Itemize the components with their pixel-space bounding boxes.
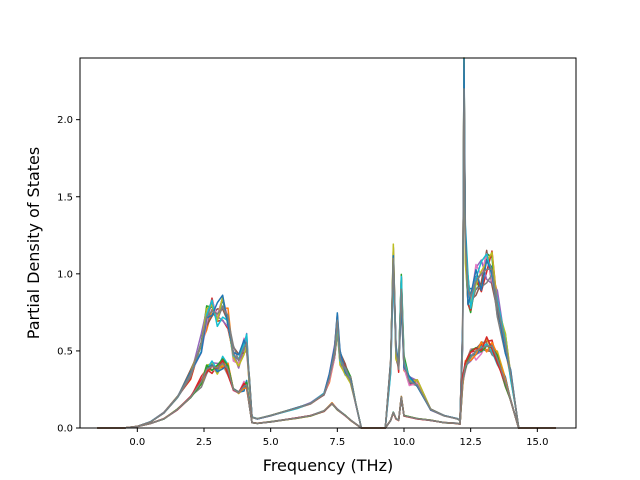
y-tick-label: 0.0 bbox=[57, 424, 73, 435]
x-axis-ticks: 0.0 2.5 5.0 7.5 10.0 12.5 15.0 bbox=[129, 428, 548, 448]
axes-background bbox=[80, 58, 576, 428]
series-layer bbox=[97, 57, 556, 429]
x-tick-label: 7.5 bbox=[329, 437, 345, 448]
pdos-series-line bbox=[97, 345, 556, 429]
x-axis-title: Frequency (THz) bbox=[263, 456, 393, 475]
x-tick-label: 10.0 bbox=[393, 437, 415, 448]
y-tick-label: 1.5 bbox=[57, 192, 73, 203]
plot-area bbox=[79, 57, 577, 429]
y-axis-title: Partial Density of States bbox=[24, 147, 43, 339]
axes-frame bbox=[79, 57, 577, 429]
y-tick-label: 2.0 bbox=[57, 115, 73, 126]
x-tick-label: 15.0 bbox=[526, 437, 548, 448]
y-axis-ticks: 0.0 0.5 1.0 1.5 2.0 bbox=[57, 115, 80, 435]
x-tick-label: 5.0 bbox=[263, 437, 279, 448]
pdos-series-line bbox=[97, 88, 556, 429]
y-tick-label: 0.5 bbox=[57, 346, 73, 357]
y-tick-label: 1.0 bbox=[57, 269, 73, 280]
x-tick-label: 0.0 bbox=[129, 437, 145, 448]
x-tick-label: 12.5 bbox=[460, 437, 482, 448]
x-tick-label: 2.5 bbox=[196, 437, 212, 448]
